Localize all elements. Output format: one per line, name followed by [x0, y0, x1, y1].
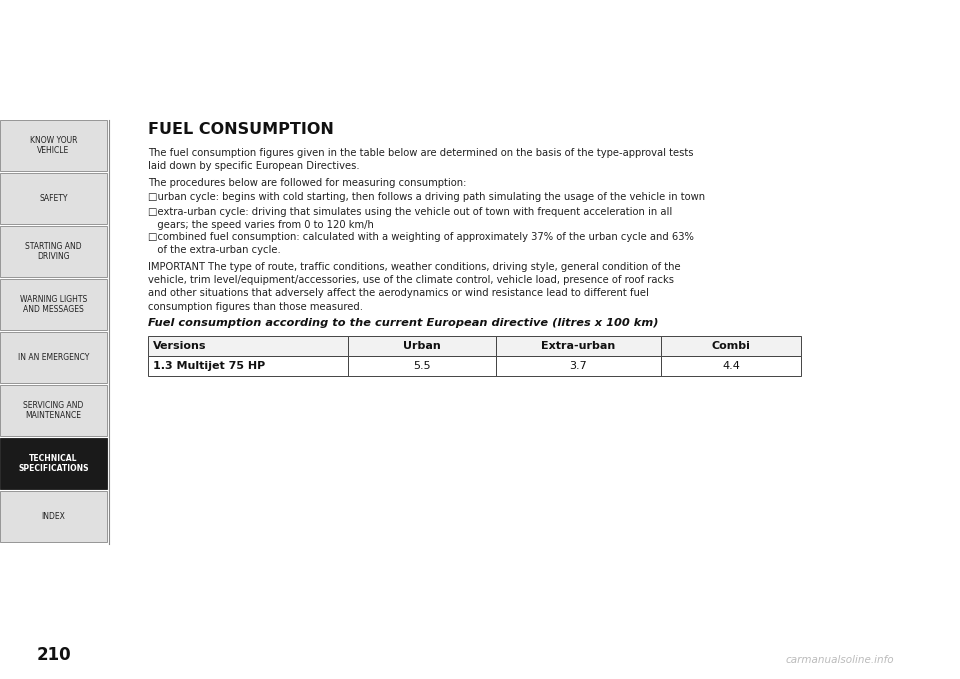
Text: carmanualsoline.info: carmanualsoline.info — [785, 655, 895, 665]
Bar — [0, 385, 107, 436]
Bar — [0, 226, 107, 277]
Text: □combined fuel consumption: calculated with a weighting of approximately 37% of : □combined fuel consumption: calculated w… — [148, 232, 694, 255]
Bar — [0, 120, 107, 171]
Text: 4.4: 4.4 — [722, 361, 740, 371]
Text: The fuel consumption figures given in the table below are determined on the basi: The fuel consumption figures given in th… — [148, 148, 693, 171]
Text: SAFETY: SAFETY — [39, 194, 68, 203]
Text: □urban cycle: begins with cold starting, then follows a driving path simulating : □urban cycle: begins with cold starting,… — [148, 192, 706, 202]
Bar — [0, 438, 107, 489]
Text: STARTING AND
DRIVING: STARTING AND DRIVING — [25, 242, 82, 261]
Text: 5.5: 5.5 — [413, 361, 431, 371]
Text: SERVICING AND
MAINTENANCE: SERVICING AND MAINTENANCE — [23, 401, 84, 420]
Text: Versions: Versions — [153, 341, 206, 351]
Bar — [661, 336, 801, 356]
Bar — [348, 356, 496, 376]
Text: TECHNICAL
SPECIFICATIONS: TECHNICAL SPECIFICATIONS — [18, 454, 88, 473]
Text: Urban: Urban — [403, 341, 441, 351]
Text: FUEL CONSUMPTION: FUEL CONSUMPTION — [148, 122, 334, 137]
Bar — [0, 491, 107, 542]
Text: 1.3 Multijet 75 HP: 1.3 Multijet 75 HP — [153, 361, 265, 371]
Text: Fuel consumption according to the current European directive (litres x 100 km): Fuel consumption according to the curren… — [148, 318, 659, 328]
Text: 210: 210 — [36, 646, 71, 664]
Text: KNOW YOUR
VEHICLE: KNOW YOUR VEHICLE — [30, 136, 77, 155]
Bar — [148, 356, 348, 376]
Text: INDEX: INDEX — [41, 512, 65, 521]
Bar — [0, 173, 107, 224]
Text: The procedures below are followed for measuring consumption:: The procedures below are followed for me… — [148, 178, 467, 188]
Bar — [496, 356, 661, 376]
Text: Extra-urban: Extra-urban — [541, 341, 615, 351]
Bar — [496, 336, 661, 356]
Bar — [148, 336, 348, 356]
Bar — [0, 332, 107, 383]
Text: IMPORTANT The type of route, traffic conditions, weather conditions, driving sty: IMPORTANT The type of route, traffic con… — [148, 262, 681, 312]
Text: □extra-urban cycle: driving that simulates using the vehicle out of town with fr: □extra-urban cycle: driving that simulat… — [148, 207, 672, 230]
Bar — [348, 336, 496, 356]
Text: 3.7: 3.7 — [569, 361, 588, 371]
Bar — [661, 356, 801, 376]
Text: IN AN EMERGENCY: IN AN EMERGENCY — [18, 353, 89, 362]
Bar — [0, 279, 107, 330]
Text: Combi: Combi — [711, 341, 751, 351]
Text: WARNING LIGHTS
AND MESSAGES: WARNING LIGHTS AND MESSAGES — [20, 295, 87, 314]
